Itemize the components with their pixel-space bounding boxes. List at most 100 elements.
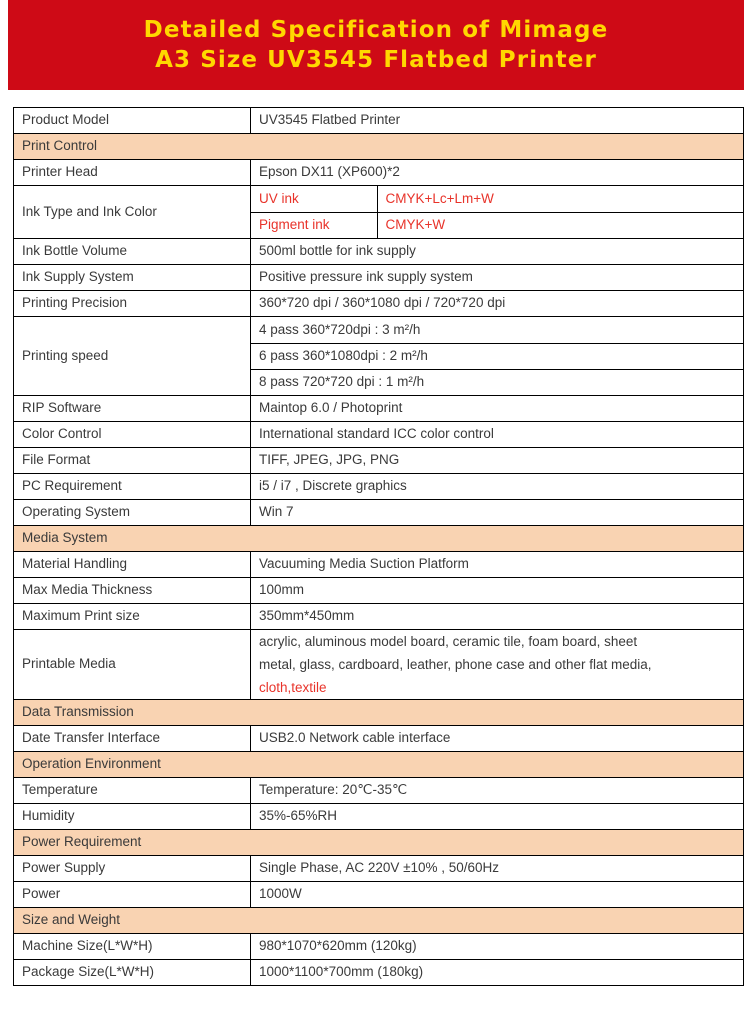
section-header-operation-environment: Operation Environment [13, 751, 744, 778]
ink-subrow-uv: UV ink CMYK+Lc+Lm+W [251, 186, 743, 212]
table-row-package-size: Package Size(L*W*H) 1000*1100*700mm (180… [13, 959, 744, 986]
speed-subrow: 4 pass 360*720dpi : 3 m²/h [251, 317, 743, 343]
row-value: TIFF, JPEG, JPG, PNG [250, 447, 744, 474]
section-title: Power Requirement [13, 829, 744, 856]
row-label: Humidity [13, 803, 251, 830]
table-row-pc-requirement: PC Requirement i5 / i7 , Discrete graphi… [13, 473, 744, 500]
section-header-print-control: Print Control [13, 133, 744, 160]
row-label: Printable Media [13, 629, 251, 700]
row-label: Printing Precision [13, 290, 251, 317]
row-label: Ink Bottle Volume [13, 238, 251, 265]
table-row-power-supply: Power Supply Single Phase, AC 220V ±10% … [13, 855, 744, 882]
table-row-printable-media: Printable Media acrylic, aluminous model… [13, 629, 744, 700]
row-label: Printer Head [13, 159, 251, 186]
ink-subtable: UV ink CMYK+Lc+Lm+W Pigment ink CMYK+W [251, 186, 743, 238]
printable-media-line-1: acrylic, aluminous model board, ceramic … [259, 634, 638, 649]
table-row-power: Power 1000W [13, 881, 744, 908]
section-title: Media System [13, 525, 744, 552]
row-label: Machine Size(L*W*H) [13, 933, 251, 960]
table-row-ink-type: Ink Type and Ink Color UV ink CMYK+Lc+Lm… [13, 185, 744, 239]
section-header-data-transmission: Data Transmission [13, 699, 744, 726]
ink-type-name: UV ink [251, 186, 378, 212]
row-label: Ink Supply System [13, 264, 251, 291]
row-value: Vacuuming Media Suction Platform [250, 551, 744, 578]
row-value: 350mm*450mm [250, 603, 744, 630]
row-value: Maintop 6.0 / Photoprint [250, 395, 744, 422]
section-title: Print Control [13, 133, 744, 160]
row-label: Ink Type and Ink Color [13, 185, 251, 239]
row-value: i5 / i7 , Discrete graphics [250, 473, 744, 500]
row-label: Date Transfer Interface [13, 725, 251, 752]
row-value: 35%-65%RH [250, 803, 744, 830]
row-label: Color Control [13, 421, 251, 448]
table-row-temperature: Temperature Temperature: 20℃-35℃ [13, 777, 744, 804]
row-value: 980*1070*620mm (120kg) [250, 933, 744, 960]
row-label: Max Media Thickness [13, 577, 251, 604]
table-row-operating-system: Operating System Win 7 [13, 499, 744, 526]
row-label: Power [13, 881, 251, 908]
row-value: UV3545 Flatbed Printer [250, 107, 744, 134]
specification-table: Product Model UV3545 Flatbed Printer Pri… [13, 107, 744, 986]
ink-color-value: CMYK+W [377, 211, 743, 238]
table-row-machine-size: Machine Size(L*W*H) 980*1070*620mm (120k… [13, 933, 744, 960]
banner-title-line-2: A3 Size UV3545 Flatbed Printer [155, 47, 597, 73]
table-row-rip-software: RIP Software Maintop 6.0 / Photoprint [13, 395, 744, 422]
row-value: 1000W [250, 881, 744, 908]
table-row-file-format: File Format TIFF, JPEG, JPG, PNG [13, 447, 744, 474]
row-value: Temperature: 20℃-35℃ [250, 777, 744, 804]
row-label: Printing speed [13, 316, 251, 396]
speed-value: 6 pass 360*1080dpi : 2 m²/h [251, 342, 743, 369]
row-value: Epson DX11 (XP600)*2 [250, 159, 744, 186]
row-value: 360*720 dpi / 360*1080 dpi / 720*720 dpi [250, 290, 744, 317]
section-header-media-system: Media System [13, 525, 744, 552]
row-value: Single Phase, AC 220V ±10% , 50/60Hz [250, 855, 744, 882]
row-value-split: UV ink CMYK+Lc+Lm+W Pigment ink CMYK+W [250, 185, 744, 239]
row-label: Product Model [13, 107, 251, 134]
ink-subrow-pigment: Pigment ink CMYK+W [251, 211, 743, 238]
row-label: Material Handling [13, 551, 251, 578]
section-title: Size and Weight [13, 907, 744, 934]
table-row-max-media-thickness: Max Media Thickness 100mm [13, 577, 744, 604]
banner-title-line-1: Detailed Specification of Mimage [143, 17, 609, 43]
table-row-maximum-print-size: Maximum Print size 350mm*450mm [13, 603, 744, 630]
table-row-humidity: Humidity 35%-65%RH [13, 803, 744, 830]
row-value: 500ml bottle for ink supply [250, 238, 744, 265]
row-label: Maximum Print size [13, 603, 251, 630]
section-title: Operation Environment [13, 751, 744, 778]
table-row-color-control: Color Control International standard ICC… [13, 421, 744, 448]
row-label: Package Size(L*W*H) [13, 959, 251, 986]
row-value: Win 7 [250, 499, 744, 526]
row-value: USB2.0 Network cable interface [250, 725, 744, 752]
speed-subrow: 8 pass 720*720 dpi : 1 m²/h [251, 368, 743, 395]
speed-value: 4 pass 360*720dpi : 3 m²/h [259, 321, 421, 337]
table-row-data-transfer-interface: Date Transfer Interface USB2.0 Network c… [13, 725, 744, 752]
table-row-printer-head: Printer Head Epson DX11 (XP600)*2 [13, 159, 744, 186]
table-row-material-handling: Material Handling Vacuuming Media Suctio… [13, 551, 744, 578]
table-row-product-model: Product Model UV3545 Flatbed Printer [13, 107, 744, 134]
ink-type-name: Pigment ink [251, 211, 378, 238]
printable-media-line-3: cloth,textile [259, 680, 327, 695]
speed-subrow: 6 pass 360*1080dpi : 2 m²/h [251, 342, 743, 369]
printable-media-line-2: metal, glass, cardboard, leather, phone … [259, 657, 652, 672]
row-label: Power Supply [13, 855, 251, 882]
row-label: Operating System [13, 499, 251, 526]
row-label: PC Requirement [13, 473, 251, 500]
row-value: International standard ICC color control [250, 421, 744, 448]
row-value: 100mm [250, 577, 744, 604]
table-row-printing-precision: Printing Precision 360*720 dpi / 360*108… [13, 290, 744, 317]
row-value: Positive pressure ink supply system [250, 264, 744, 291]
title-banner: Detailed Specification of Mimage A3 Size… [8, 0, 744, 90]
row-label: File Format [13, 447, 251, 474]
section-header-power-requirement: Power Requirement [13, 829, 744, 856]
ink-color-value: CMYK+Lc+Lm+W [385, 190, 494, 206]
table-row-ink-bottle-volume: Ink Bottle Volume 500ml bottle for ink s… [13, 238, 744, 265]
printing-speed-subtable: 4 pass 360*720dpi : 3 m²/h 6 pass 360*10… [251, 317, 743, 395]
row-value: acrylic, aluminous model board, ceramic … [250, 629, 744, 700]
row-label: RIP Software [13, 395, 251, 422]
table-row-ink-supply-system: Ink Supply System Positive pressure ink … [13, 264, 744, 291]
row-label: Temperature [13, 777, 251, 804]
section-header-size-and-weight: Size and Weight [13, 907, 744, 934]
speed-value: 8 pass 720*720 dpi : 1 m²/h [251, 368, 743, 395]
table-row-printing-speed: Printing speed 4 pass 360*720dpi : 3 m²/… [13, 316, 744, 396]
